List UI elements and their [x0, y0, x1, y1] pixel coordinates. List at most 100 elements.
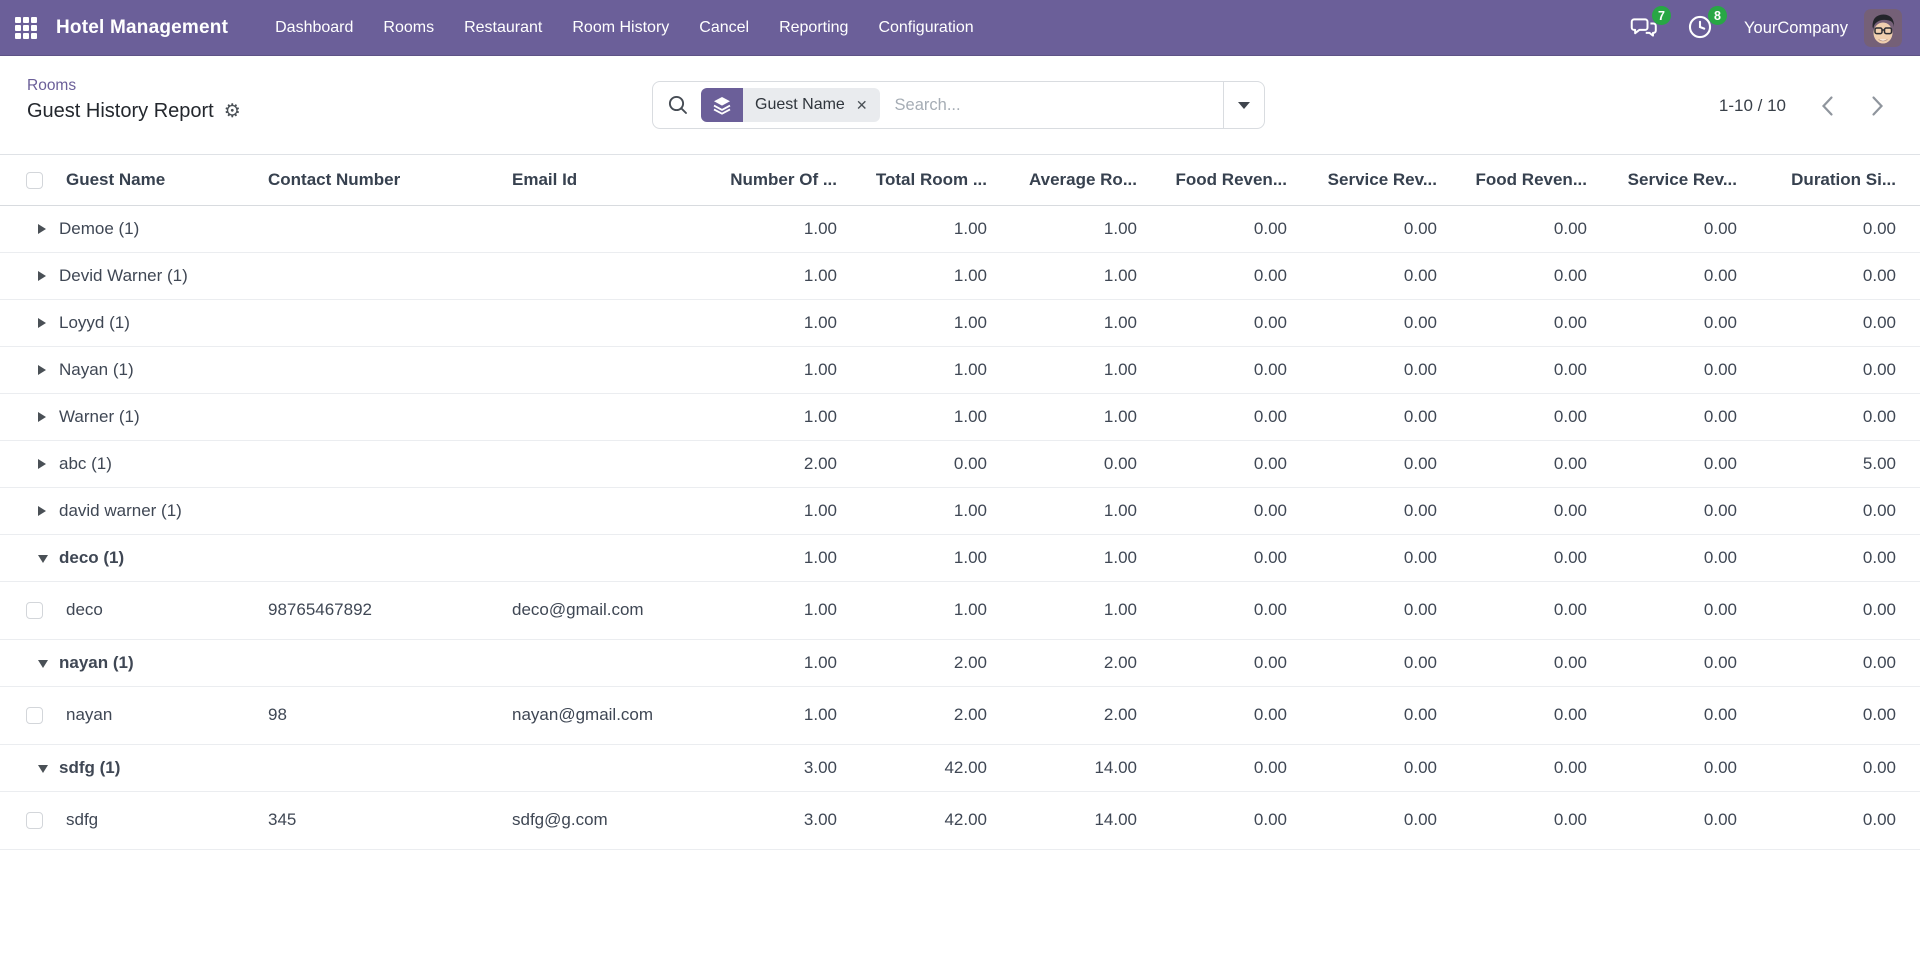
value-cell: 1.00 [845, 346, 995, 393]
email-id-cell: deco@gmail.com [507, 581, 695, 639]
group-row[interactable]: Warner (1)1.001.001.000.000.000.000.000.… [0, 393, 1920, 440]
menu-item-configuration[interactable]: Configuration [863, 19, 988, 37]
group-row[interactable]: nayan (1)1.002.002.000.000.000.000.000.0… [0, 639, 1920, 686]
messages-button[interactable]: 7 [1630, 13, 1660, 43]
value-cell: 0.00 [1745, 581, 1920, 639]
group-row[interactable]: sdfg (1)3.0042.0014.000.000.000.000.000.… [0, 744, 1920, 791]
group-header-cell[interactable]: david warner (1) [0, 487, 695, 534]
value-cell: 0.00 [1295, 346, 1445, 393]
breadcrumb-rooms-link[interactable]: Rooms [27, 76, 76, 96]
value-cell: 0.00 [1295, 534, 1445, 581]
row-checkbox[interactable] [26, 812, 43, 829]
column-header-food-revenue-1[interactable]: Food Reven... [1145, 155, 1295, 205]
pager-previous-button[interactable] [1810, 89, 1844, 123]
column-header-service-revenue-1[interactable]: Service Rev... [1295, 155, 1445, 205]
value-cell: 0.00 [1595, 440, 1745, 487]
group-header-cell[interactable]: Devid Warner (1) [0, 252, 695, 299]
email-id-cell: sdfg@g.com [507, 791, 695, 849]
table-row[interactable]: sdfg345sdfg@g.com3.0042.0014.000.000.000… [0, 791, 1920, 849]
value-cell: 1.00 [995, 393, 1145, 440]
group-header-cell[interactable]: Nayan (1) [0, 346, 695, 393]
column-header-food-revenue-2[interactable]: Food Reven... [1445, 155, 1595, 205]
value-cell: 0.00 [1145, 744, 1295, 791]
value-cell: 1.00 [845, 205, 995, 252]
facet-remove-icon[interactable]: ✕ [856, 97, 868, 114]
value-cell: 0.00 [1295, 205, 1445, 252]
value-cell: 0.00 [1745, 393, 1920, 440]
company-name[interactable]: YourCompany [1744, 19, 1848, 38]
table-header-row: Guest Name Contact Number Email Id Numbe… [0, 155, 1920, 205]
menu-item-reporting[interactable]: Reporting [764, 19, 863, 37]
value-cell: 2.00 [695, 440, 845, 487]
column-header-number-of-rooms[interactable]: Number Of ... [695, 155, 845, 205]
value-cell: 14.00 [995, 791, 1145, 849]
activities-button[interactable]: 8 [1686, 13, 1716, 43]
menu-item-restaurant[interactable]: Restaurant [449, 19, 557, 37]
column-header-email-id[interactable]: Email Id [507, 155, 695, 205]
column-header-guest-name[interactable]: Guest Name [56, 155, 263, 205]
menu-item-room-history[interactable]: Room History [557, 19, 684, 37]
value-cell: 1.00 [695, 534, 845, 581]
menu-item-rooms[interactable]: Rooms [368, 19, 449, 37]
value-cell: 5.00 [1745, 440, 1920, 487]
apps-menu-button[interactable] [0, 0, 52, 56]
value-cell: 0.00 [1145, 299, 1295, 346]
value-cell: 0.00 [1295, 744, 1445, 791]
value-cell: 0.00 [1595, 686, 1745, 744]
group-row[interactable]: deco (1)1.001.001.000.000.000.000.000.00 [0, 534, 1920, 581]
app-title[interactable]: Hotel Management [56, 17, 228, 39]
value-cell: 0.00 [1145, 440, 1295, 487]
group-label: Warner (1) [59, 407, 140, 426]
menu-item-cancel[interactable]: Cancel [684, 19, 764, 37]
search-input[interactable]: Search... [895, 96, 961, 115]
column-header-contact-number[interactable]: Contact Number [263, 155, 507, 205]
value-cell: 2.00 [845, 686, 995, 744]
user-avatar[interactable] [1864, 9, 1902, 47]
group-row[interactable]: Nayan (1)1.001.001.000.000.000.000.000.0… [0, 346, 1920, 393]
messages-badge: 7 [1652, 6, 1671, 25]
group-row[interactable]: david warner (1)1.001.001.000.000.000.00… [0, 487, 1920, 534]
row-checkbox[interactable] [26, 602, 43, 619]
guest-history-table: Guest Name Contact Number Email Id Numbe… [0, 155, 1920, 850]
select-all-checkbox[interactable] [26, 172, 43, 189]
value-cell: 0.00 [1295, 686, 1445, 744]
page-title: Guest History Report [27, 100, 214, 123]
group-row[interactable]: Loyyd (1)1.001.001.000.000.000.000.000.0… [0, 299, 1920, 346]
value-cell: 2.00 [995, 639, 1145, 686]
group-row[interactable]: abc (1)2.000.000.000.000.000.000.005.00 [0, 440, 1920, 487]
group-header-cell[interactable]: nayan (1) [0, 639, 695, 686]
column-header-average-room[interactable]: Average Ro... [995, 155, 1145, 205]
column-header-duration[interactable]: Duration Si... [1745, 155, 1920, 205]
caret-right-icon [38, 459, 46, 469]
gear-icon[interactable]: ⚙ [224, 102, 241, 121]
value-cell: 0.00 [1595, 252, 1745, 299]
value-cell: 1.00 [845, 299, 995, 346]
value-cell: 0.00 [1295, 440, 1445, 487]
group-header-cell[interactable]: sdfg (1) [0, 744, 695, 791]
table-row[interactable]: nayan98nayan@gmail.com1.002.002.000.000.… [0, 686, 1920, 744]
column-header-service-revenue-2[interactable]: Service Rev... [1595, 155, 1745, 205]
value-cell: 0.00 [1745, 346, 1920, 393]
search-bar[interactable]: Guest Name ✕ Search... [652, 81, 1265, 129]
value-cell: 0.00 [1445, 205, 1595, 252]
group-row[interactable]: Devid Warner (1)1.001.001.000.000.000.00… [0, 252, 1920, 299]
value-cell: 1.00 [995, 534, 1145, 581]
menu-item-dashboard[interactable]: Dashboard [260, 19, 368, 37]
value-cell: 0.00 [1445, 534, 1595, 581]
pager-next-button[interactable] [1860, 89, 1894, 123]
group-header-cell[interactable]: deco (1) [0, 534, 695, 581]
search-facet-guest-name[interactable]: Guest Name ✕ [701, 88, 880, 122]
group-label: Nayan (1) [59, 360, 134, 379]
row-checkbox[interactable] [26, 707, 43, 724]
table-row[interactable]: deco98765467892deco@gmail.com1.001.001.0… [0, 581, 1920, 639]
value-cell: 1.00 [695, 581, 845, 639]
group-header-cell[interactable]: Loyyd (1) [0, 299, 695, 346]
group-header-cell[interactable]: Warner (1) [0, 393, 695, 440]
group-row[interactable]: Demoe (1)1.001.001.000.000.000.000.000.0… [0, 205, 1920, 252]
value-cell: 0.00 [1595, 791, 1745, 849]
group-header-cell[interactable]: abc (1) [0, 440, 695, 487]
value-cell: 2.00 [845, 639, 995, 686]
column-header-total-room[interactable]: Total Room ... [845, 155, 995, 205]
group-header-cell[interactable]: Demoe (1) [0, 205, 695, 252]
search-options-toggle[interactable] [1223, 82, 1264, 128]
